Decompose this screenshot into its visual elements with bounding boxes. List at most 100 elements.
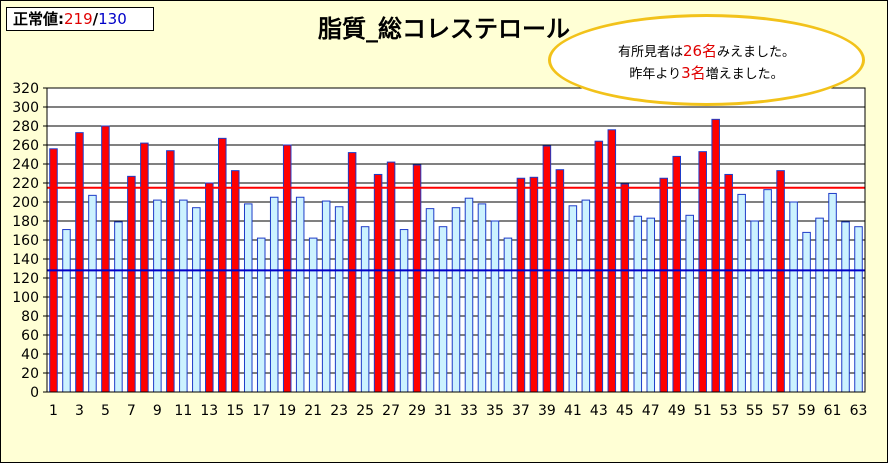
x-tick-label: 35 [486, 403, 504, 419]
bar-normal [802, 231, 811, 393]
y-tick-label: 300 [12, 100, 39, 116]
y-tick-label: 280 [12, 119, 39, 135]
bar-normal [828, 192, 837, 393]
bar-normal [568, 205, 578, 393]
legend-upper-value: 219 [64, 10, 93, 28]
x-tick-label: 27 [382, 403, 400, 419]
bar-normal [633, 215, 643, 393]
normal-range-legend: 正常値:219/130 [6, 7, 154, 31]
bar-abnormal [529, 176, 539, 393]
y-tick-label: 160 [12, 233, 39, 249]
bar-normal [438, 226, 448, 393]
y-tick-label: 100 [12, 290, 39, 306]
bar-abnormal [282, 144, 292, 393]
x-tick-label: 7 [127, 403, 136, 419]
bar-normal [192, 207, 201, 393]
bar-normal [334, 206, 344, 393]
callout-text: 昨年より [629, 67, 682, 82]
bar-normal [815, 217, 824, 393]
bar-abnormal [672, 155, 681, 393]
bar-normal [360, 226, 370, 393]
x-tick-label: 9 [153, 403, 162, 419]
bar-normal [646, 217, 656, 393]
bar-abnormal [373, 173, 383, 393]
bar-normal [737, 193, 746, 393]
y-tick-label: 200 [12, 195, 39, 211]
bar-normal [854, 226, 863, 393]
bar-normal [399, 229, 409, 393]
callout-text: 有所見者は [617, 45, 683, 60]
y-tick-label: 60 [21, 328, 39, 344]
bar-abnormal [231, 170, 240, 393]
bar-abnormal [711, 118, 720, 393]
legend-separator: / [92, 10, 99, 28]
x-tick-label: 33 [460, 403, 478, 419]
bar-abnormal [101, 125, 110, 393]
bar-abnormal [75, 132, 84, 393]
x-tick-label: 41 [564, 403, 582, 419]
x-tick-label: 53 [720, 403, 738, 419]
x-tick-label: 49 [668, 403, 686, 419]
x-tick-label: 23 [330, 403, 348, 419]
bar-normal [269, 196, 279, 393]
y-tick-label: 120 [12, 271, 39, 287]
bar-normal [789, 201, 798, 393]
bar-abnormal [555, 169, 565, 393]
x-tick-label: 55 [746, 403, 764, 419]
x-tick-label: 39 [538, 403, 556, 419]
x-tick-label: 11 [174, 403, 192, 419]
y-tick-label: 220 [12, 176, 39, 192]
bar-abnormal [594, 140, 604, 393]
x-tick-label: 29 [408, 403, 426, 419]
bar-normal [295, 196, 305, 393]
x-tick-label: 31 [434, 403, 452, 419]
bar-normal [685, 214, 694, 393]
x-tick-label: 25 [356, 403, 374, 419]
x-tick-label: 61 [824, 403, 842, 419]
bar-normal [243, 203, 253, 393]
y-tick-label: 320 [12, 81, 39, 97]
bar-abnormal [412, 164, 422, 393]
bar-normal [490, 220, 500, 393]
x-tick-label: 17 [252, 403, 270, 419]
callout-increase: 3名 [681, 64, 706, 82]
x-tick-label: 51 [694, 403, 712, 419]
bar-abnormal [516, 177, 526, 393]
y-tick-label: 20 [21, 366, 39, 382]
bar-normal [477, 203, 487, 393]
bar-normal [841, 221, 850, 393]
bar-normal [88, 194, 97, 393]
bar-abnormal [386, 161, 396, 393]
bar-abnormal [724, 173, 733, 393]
legend-label: 正常値: [13, 10, 64, 28]
bar-normal [62, 229, 71, 393]
callout-text: みえました。 [717, 45, 796, 60]
chart-title: 脂質_総コレステロール [318, 15, 570, 43]
x-tick-label: 57 [772, 403, 790, 419]
bar-abnormal [205, 182, 214, 393]
x-tick-label: 63 [850, 403, 868, 419]
bar-normal [750, 220, 759, 393]
bar-abnormal [776, 170, 785, 393]
bar-abnormal [542, 145, 552, 393]
bar-abnormal [140, 142, 149, 393]
callout-line-1: 有所見者は26名みえました。 [551, 41, 862, 63]
x-tick-label: 1 [49, 403, 58, 419]
bar-normal [581, 199, 591, 393]
bar-normal [763, 189, 772, 393]
y-tick-label: 260 [12, 138, 39, 154]
y-tick-label: 40 [21, 347, 39, 363]
y-tick-label: 140 [12, 252, 39, 268]
bar-normal [114, 221, 123, 393]
bar-normal [451, 207, 461, 393]
y-tick-label: 180 [12, 214, 39, 230]
bar-normal [321, 200, 331, 393]
x-tick-label: 5 [101, 403, 110, 419]
x-tick-label: 43 [590, 403, 608, 419]
x-tick-label: 19 [278, 403, 296, 419]
x-tick-label: 37 [512, 403, 530, 419]
bar-normal [464, 197, 474, 393]
bar-normal [256, 237, 266, 393]
